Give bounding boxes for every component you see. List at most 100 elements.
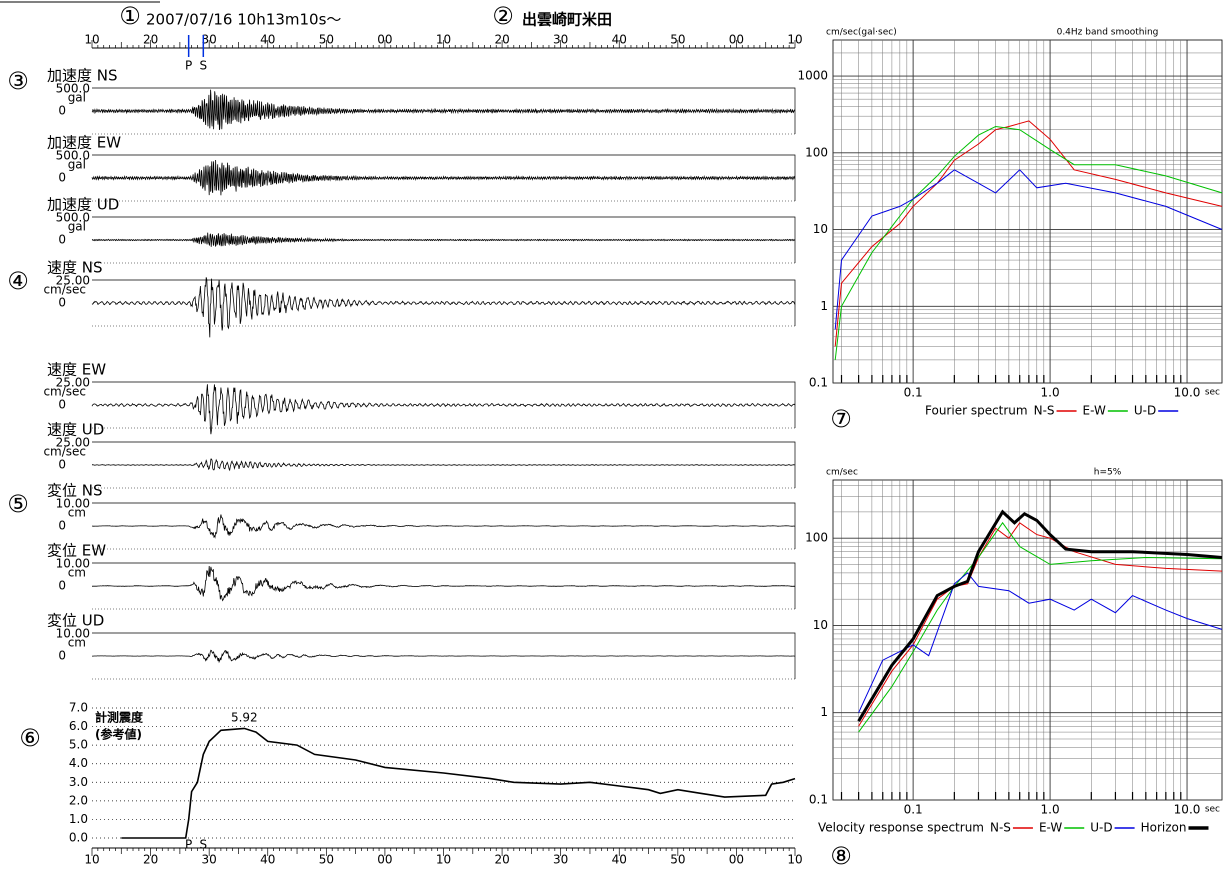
y-tick-label: 2.0 <box>69 793 88 807</box>
time-tick-label: 00 <box>729 33 744 47</box>
time-tick-label: 30 <box>202 33 217 47</box>
spectrum-line <box>858 522 1223 727</box>
phase-label: S <box>199 59 207 73</box>
time-tick-label: 20 <box>143 853 158 867</box>
y-unit: cm/sec <box>826 468 858 478</box>
time-tick-label: 50 <box>319 853 334 867</box>
intensity-subtitle: (参考値) <box>95 727 142 742</box>
y-tick-label: 10 <box>813 222 828 236</box>
time-tick-label: 50 <box>670 853 685 867</box>
trace-unit: gal <box>68 158 86 172</box>
circle-mark: ④ <box>7 267 29 295</box>
x-tick-label: 1.0 <box>1041 386 1060 400</box>
y-tick-label: 100 <box>805 531 828 545</box>
time-tick-label: 10 <box>436 33 451 47</box>
legend-label: N-S <box>1034 404 1055 418</box>
circle-mark: ② <box>492 2 514 30</box>
trace-scale: 25.00 <box>56 376 90 390</box>
trace-zero: 0 <box>58 296 66 310</box>
trace-frame <box>92 632 796 679</box>
trace-scale: 25.00 <box>56 274 90 288</box>
x-unit: sec <box>1205 388 1220 398</box>
circle-mark: ⑥ <box>19 724 41 752</box>
trace-unit: gal <box>68 220 86 234</box>
station: 出雲崎町米田 <box>522 11 612 29</box>
trace-scale: 10.00 <box>56 557 90 571</box>
legend-label: U-D <box>1090 821 1112 835</box>
y-tick-label: 7.0 <box>69 701 88 715</box>
trace-label: 加速度 EW <box>47 134 121 152</box>
trace-frame <box>92 216 796 263</box>
time-tick-label: 10 <box>84 33 99 47</box>
peak-label: 5.92 <box>231 711 258 725</box>
panel-subtitle: 0.4Hz band smoothing <box>1057 28 1159 38</box>
time-tick-label: 40 <box>260 33 275 47</box>
y-tick-label: 100 <box>805 145 828 159</box>
y-tick-label: 4.0 <box>69 756 88 770</box>
trace-frame <box>92 87 796 134</box>
y-tick-label: 0.0 <box>69 831 88 845</box>
y-tick-label: 0.1 <box>809 376 828 390</box>
trace-zero: 0 <box>58 649 66 663</box>
time-tick-label: 30 <box>553 33 568 47</box>
y-tick-label: 0.1 <box>809 793 828 807</box>
spectrum-line <box>858 572 1223 713</box>
spectrum-line <box>834 120 1223 347</box>
time-tick-label: 00 <box>377 853 392 867</box>
time-tick-label: 20 <box>494 33 509 47</box>
trace-label: 速度 EW <box>47 361 106 379</box>
trace-label: 加速度 NS <box>47 67 118 85</box>
y-tick-label: 1 <box>820 299 828 313</box>
time-tick-label: 10 <box>787 853 802 867</box>
time-tick-label: 20 <box>494 853 509 867</box>
y-tick-label: 1 <box>820 705 828 719</box>
time-tick-label: 30 <box>202 853 217 867</box>
legend-title: Velocity response spectrum <box>818 821 984 835</box>
y-unit: cm/sec(gal·sec) <box>826 28 897 38</box>
circle-mark: ⑦ <box>830 405 852 433</box>
trace-frame <box>92 502 796 549</box>
time-tick-label: 50 <box>670 33 685 47</box>
time-tick-label: 30 <box>553 853 568 867</box>
trace-frame <box>92 154 796 201</box>
trace-label: 速度 UD <box>47 421 104 439</box>
trace-frame <box>92 562 796 609</box>
spectrum-line <box>834 125 1223 360</box>
trace-zero: 0 <box>58 171 66 185</box>
waveform <box>91 277 796 338</box>
x-tick-label: 1.0 <box>1041 803 1060 817</box>
legend-title: Fourier spectrum <box>925 404 1028 418</box>
time-tick-label: 10 <box>787 33 802 47</box>
spectrum-line <box>858 521 1223 733</box>
trace-scale: 500.0 <box>56 82 90 96</box>
trace-zero: 0 <box>58 519 66 533</box>
trace-unit: cm/sec <box>43 445 86 459</box>
y-tick-label: 10 <box>813 618 828 632</box>
phase-label-small: S <box>199 838 207 852</box>
intensity-line <box>121 727 796 839</box>
panel-subtitle: h=5% <box>1094 468 1122 478</box>
trace-unit: cm/sec <box>43 385 86 399</box>
trace-unit: cm <box>68 566 86 580</box>
spectrum-line <box>857 509 1223 722</box>
x-tick-label: 0.1 <box>904 803 923 817</box>
trace-zero: 0 <box>58 104 66 118</box>
legend-label: U-D <box>1134 404 1156 418</box>
spectrum-line <box>834 169 1223 330</box>
y-tick-label: 1.0 <box>69 812 88 826</box>
trace-label: 加速度 UD <box>47 196 119 214</box>
y-tick-label: 1000 <box>797 69 828 83</box>
circle-mark: ⑧ <box>830 842 852 870</box>
x-tick-label: 10.0 <box>1174 803 1201 817</box>
datetime: 2007/07/16 10h13m10s〜 <box>146 11 341 29</box>
trace-zero: 0 <box>58 579 66 593</box>
trace-label: 変位 UD <box>47 612 104 630</box>
waveform <box>91 232 796 247</box>
waveform <box>91 565 796 602</box>
y-tick-label: 6.0 <box>69 719 88 733</box>
time-tick-label: 10 <box>436 853 451 867</box>
x-tick-label: 0.1 <box>904 386 923 400</box>
legend-label: Horizon <box>1141 821 1187 835</box>
